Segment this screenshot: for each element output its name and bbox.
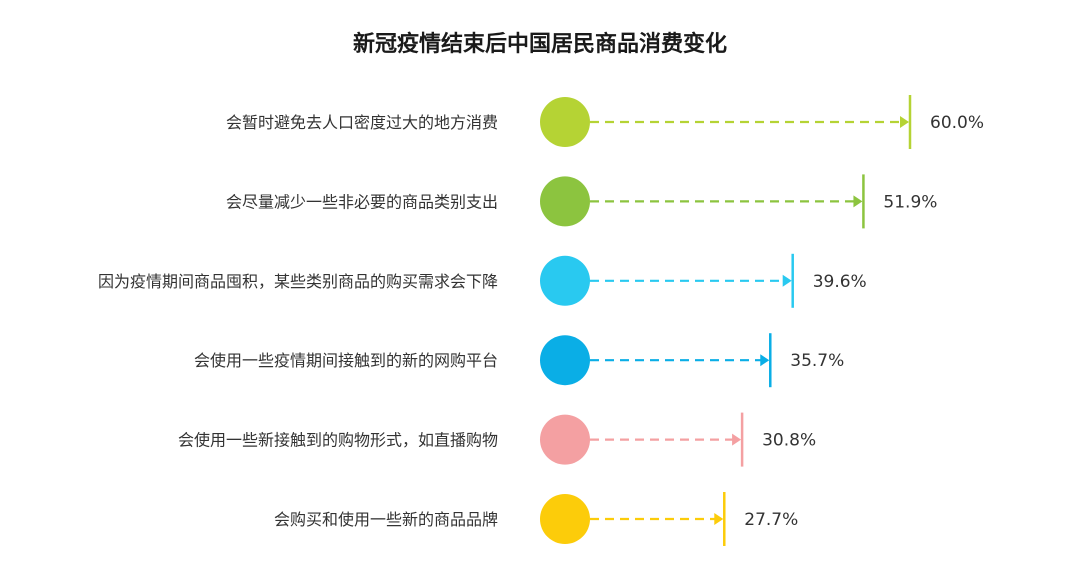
- category-label: 会尽量减少一些非必要的商品类别支出: [226, 192, 498, 211]
- value-label: 27.7%: [744, 510, 798, 530]
- arrowhead: [853, 195, 863, 208]
- category-circle: [540, 494, 590, 544]
- category-circle: [540, 97, 590, 147]
- value-label: 60.0%: [930, 113, 984, 133]
- arrowhead: [782, 274, 792, 287]
- arrowhead: [732, 433, 742, 446]
- category-label: 会使用一些新接触到的购物形式，如直播购物: [178, 431, 498, 450]
- category-circle: [540, 414, 590, 465]
- value-label: 51.9%: [883, 192, 937, 212]
- category-circle: [540, 255, 590, 306]
- category-circle: [540, 176, 590, 227]
- category-label: 因为疫情期间商品囤积，某些类别商品的购买需求会下降: [98, 272, 498, 291]
- value-label: 30.8%: [762, 431, 816, 451]
- category-label: 会购买和使用一些新的商品品牌: [274, 510, 498, 529]
- arrowhead: [900, 116, 909, 128]
- chart-rows: 会暂时避免去人口密度过大的地方消费 60.0% 会尽量减少一些非必要的商品类别支出 5…: [98, 95, 984, 546]
- category-label: 会暂时避免去人口密度过大的地方消费: [226, 113, 498, 132]
- arrowhead: [714, 513, 724, 525]
- value-label: 39.6%: [813, 272, 867, 292]
- chart-title: 新冠疫情结束后中国居民商品消费变化: [353, 31, 727, 57]
- arrowhead: [760, 354, 770, 367]
- category-circle: [540, 335, 590, 386]
- value-label: 35.7%: [790, 351, 844, 371]
- category-label: 会使用一些疫情期间接触到的新的网购平台: [194, 351, 498, 370]
